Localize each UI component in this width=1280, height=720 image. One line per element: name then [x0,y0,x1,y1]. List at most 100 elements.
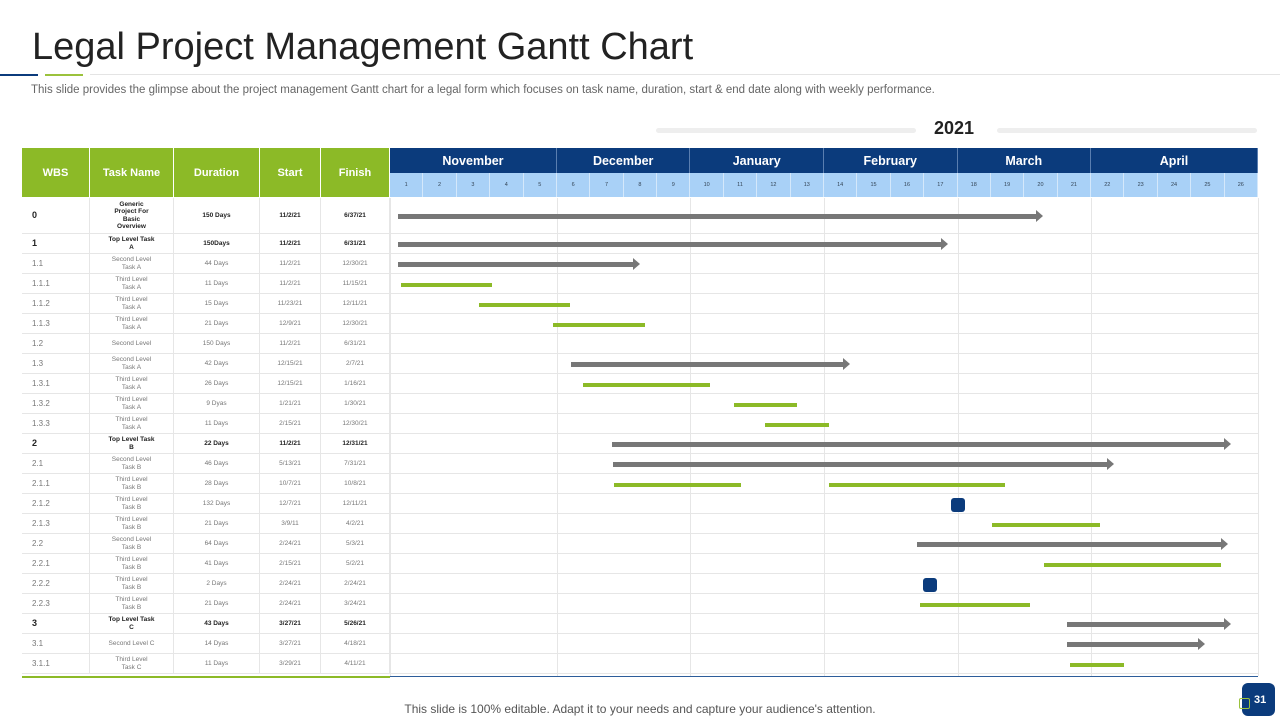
month-header: November December January February March Apri… [390,148,1258,173]
cell-start: 10/7/21 [260,474,321,493]
cell-duration: 150 Days [174,198,260,233]
week-label: 14 [824,173,858,197]
cell-duration: 11 Days [174,274,260,293]
table-bottom-border [22,676,390,678]
table-row: 1.1.1 Third Level Task A 11 Days 11/2/21 11/… [22,274,1258,294]
month-label: December [557,148,691,173]
table-row: 3.1 Second Level C 14 Dyas 3/27/21 4/18/21 [22,634,1258,654]
week-label: 9 [657,173,691,197]
table-row: 1.3.1 Third Level Task A 26 Days 12/15/21 1/… [22,374,1258,394]
cell-name: Top Level Task C [90,614,174,633]
table-row: 2.1.2 Third Level Task B 132 Days 12/7/21 12… [22,494,1258,514]
cell-wbs: 2.2.3 [22,594,90,613]
cell-name: Second Level Task A [90,354,174,373]
summary-bar [612,438,1232,450]
week-label: 1 [390,173,424,197]
cell-duration: 150Days [174,234,260,253]
week-label: 26 [1225,173,1258,197]
cell-wbs: 2 [22,434,90,453]
summary-bar [613,458,1115,470]
cell-finish: 12/11/21 [321,494,390,513]
cell-duration: 132 Days [174,494,260,513]
cell-wbs: 0 [22,198,90,233]
summary-bar [916,538,1229,550]
cell-duration: 26 Days [174,374,260,393]
summary-bar [398,258,641,270]
cell-start: 12/15/21 [260,374,321,393]
cell-start: 5/13/21 [260,454,321,473]
cell-name: Third Level Task A [90,274,174,293]
cell-name: Third Level Task A [90,314,174,333]
cell-name: Third Level Task B [90,594,174,613]
task-bar [1069,663,1125,667]
cell-duration: 14 Dyas [174,634,260,653]
cell-wbs: 1.3.3 [22,414,90,433]
cell-duration: 15 Days [174,294,260,313]
column-header-start: Start [260,148,321,197]
cell-wbs: 2.1.2 [22,494,90,513]
table-row: 3.1.1 Third Level Task C 11 Days 3/29/21 4/1… [22,654,1258,674]
week-label: 8 [624,173,658,197]
month-label: January [690,148,824,173]
week-label: 23 [1124,173,1158,197]
cell-start: 11/23/21 [260,294,321,313]
month-label: February [824,148,958,173]
task-bar [552,323,645,327]
cell-duration: 22 Days [174,434,260,453]
task-bar [401,283,492,287]
column-header-duration: Duration [174,148,260,197]
year-line-left [656,128,916,133]
page-title: Legal Project Management Gantt Chart [32,26,694,68]
cell-name: Generic Project For Basic Overview [90,198,174,233]
cell-start: 3/29/21 [260,654,321,673]
cell-finish: 2/24/21 [321,574,390,593]
table-row: 2.2.3 Third Level Task B 21 Days 2/24/21 3/2… [22,594,1258,614]
cell-duration: 11 Days [174,654,260,673]
month-gridline [556,198,558,676]
cell-start: 12/15/21 [260,354,321,373]
year-line-right [997,128,1257,133]
week-label: 16 [891,173,925,197]
month-gridline [1091,198,1093,676]
cell-start: 11/2/21 [260,274,321,293]
cell-start: 3/9/11 [260,514,321,533]
cell-start: 11/2/21 [260,198,321,233]
week-label: 15 [857,173,891,197]
cell-name: Third Level Task B [90,574,174,593]
cell-duration: 21 Days [174,514,260,533]
cell-duration: 43 Days [174,614,260,633]
week-label: 11 [724,173,758,197]
cell-wbs: 2.1.3 [22,514,90,533]
cell-finish: 12/31/21 [321,434,390,453]
summary-bar [570,358,850,370]
table-row: 0 Generic Project For Basic Overview 150 D… [22,198,1258,234]
table-row: 2.1.3 Third Level Task B 21 Days 3/9/11 4/2/… [22,514,1258,534]
cell-finish: 3/24/21 [321,594,390,613]
summary-bar [398,210,1043,222]
cell-start: 3/27/21 [260,614,321,633]
cell-start: 11/2/21 [260,254,321,273]
task-bar [733,403,797,407]
month-label: November [390,148,557,173]
cell-start: 12/9/21 [260,314,321,333]
cell-name: Top Level Task B [90,434,174,453]
week-label: 3 [457,173,491,197]
table-row: 1.1 Second Level Task A 44 Days 11/2/21 12/3… [22,254,1258,274]
cell-wbs: 3 [22,614,90,633]
cell-name: Third Level Task A [90,294,174,313]
column-header-wbs: WBS [22,148,90,197]
month-gridline [957,198,959,676]
cell-wbs: 2.1.1 [22,474,90,493]
cell-finish: 5/2/21 [321,554,390,573]
week-label: 2 [423,173,457,197]
cell-name: Second Level C [90,634,174,653]
table-row: 1.1.3 Third Level Task A 21 Days 12/9/21 12/… [22,314,1258,334]
cell-start: 2/24/21 [260,594,321,613]
cell-start: 2/24/21 [260,574,321,593]
cell-name: Second Level Task B [90,534,174,553]
cell-start: 11/2/21 [260,434,321,453]
cell-wbs: 2.2.2 [22,574,90,593]
week-label: 24 [1158,173,1192,197]
